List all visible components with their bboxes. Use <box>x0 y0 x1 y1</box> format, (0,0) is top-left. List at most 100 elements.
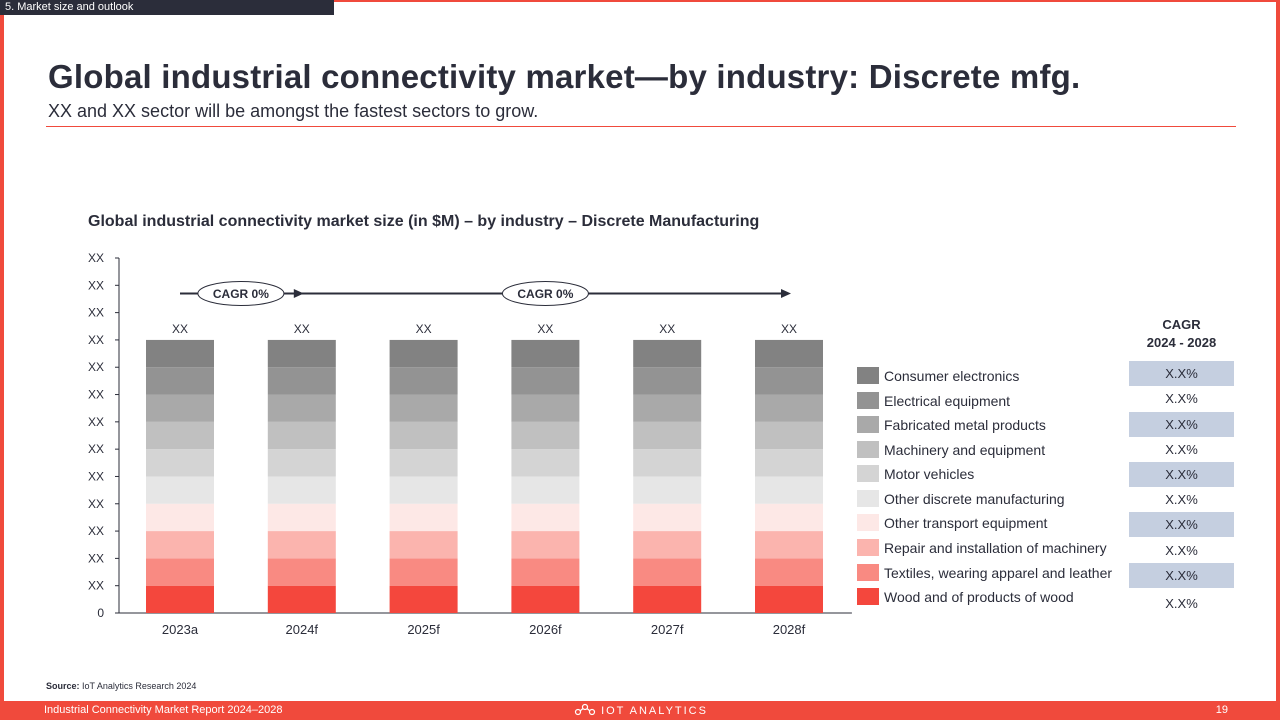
cagr-cell: X.X% <box>1129 563 1234 588</box>
source-label: Source: <box>46 681 80 691</box>
page-title: Global industrial connectivity market—by… <box>48 58 1081 95</box>
bar-segment <box>633 585 702 613</box>
cagr-cell: X.X% <box>1129 512 1234 537</box>
legend-label: Other discrete manufacturing <box>884 491 1065 507</box>
bar-segment <box>755 394 823 422</box>
bar-segment <box>267 421 336 450</box>
y-tick-label: XX <box>88 360 104 374</box>
bar-segment <box>755 476 823 504</box>
bar-segment <box>633 421 702 450</box>
bar-segment <box>389 449 458 477</box>
legend-label: Consumer electronics <box>884 368 1020 384</box>
cagr-cell: X.X% <box>1165 391 1198 406</box>
x-tick-label: 2025f <box>407 622 440 637</box>
y-tick-label: XX <box>88 278 104 292</box>
bar-segment <box>146 449 214 477</box>
cagr-bubble <box>501 281 589 306</box>
cagr-cell: X.X% <box>1165 596 1198 611</box>
cagr-cell: X.X% <box>1165 492 1198 507</box>
cagr-header-line2: 2024 - 2028 <box>1146 335 1217 350</box>
y-tick-label: XX <box>88 415 104 429</box>
bar-segment <box>511 339 580 368</box>
bar-segment <box>633 476 702 504</box>
footer-brand-text: IOT ANALYTICS <box>601 705 708 717</box>
legend-label: Repair and installation of machinery <box>884 540 1107 556</box>
bar-segment <box>389 367 458 395</box>
bar-segment <box>389 476 458 504</box>
bar-segment <box>633 449 702 477</box>
bar-segment <box>267 503 336 532</box>
x-tick-label: 2026f <box>529 622 562 637</box>
bar-segment <box>633 558 702 586</box>
bar-segment <box>267 531 336 559</box>
legend-swatch <box>857 465 879 482</box>
cagr-cell: X.X% <box>1129 361 1234 386</box>
bar-segment <box>633 339 702 368</box>
x-tick-label: 2023a <box>162 622 199 637</box>
bar-segment <box>146 558 214 586</box>
frame-top-border <box>0 0 1280 2</box>
bar-segment <box>146 367 214 395</box>
bar-segment <box>267 339 336 368</box>
bar-total-label: XX <box>781 322 797 336</box>
bar-segment <box>511 367 580 395</box>
bar-segment <box>511 531 580 559</box>
cagr-table-header: CAGR 2024 - 2028 <box>1129 316 1234 352</box>
bar-segment <box>755 558 823 586</box>
bar-total-label: XX <box>416 322 432 336</box>
bar-segment <box>755 503 823 532</box>
bar-segment <box>633 503 702 532</box>
cagr-bubble-label: CAGR 0% <box>517 287 573 301</box>
legend-label: Fabricated metal products <box>884 417 1046 433</box>
y-tick-label: XX <box>88 579 104 593</box>
legend-swatch <box>857 539 879 556</box>
page-subtitle: XX and XX sector will be amongst the fas… <box>48 101 539 121</box>
bar-segment <box>755 367 823 395</box>
bar-segment <box>389 503 458 532</box>
source-note: Source: IoT Analytics Research 2024 <box>46 681 196 691</box>
y-tick-label: XX <box>88 306 104 320</box>
x-tick-label: 2024f <box>286 622 319 637</box>
legend-swatch <box>857 588 879 605</box>
bar-segment <box>267 449 336 477</box>
bar-segment <box>755 421 823 450</box>
y-tick-label: XX <box>88 442 104 456</box>
bar-segment <box>511 394 580 422</box>
x-tick-label: 2028f <box>773 622 806 637</box>
cagr-cell: X.X% <box>1165 442 1198 457</box>
y-tick-label: XX <box>88 469 104 483</box>
legend-label: Wood and of products of wood <box>884 589 1074 605</box>
title-divider <box>46 126 1236 127</box>
cagr-arrow-head <box>293 289 304 298</box>
footer-brand: IOT ANALYTICS <box>574 703 708 717</box>
bar-segment <box>267 585 336 613</box>
bar-segment <box>267 367 336 395</box>
bar-segment <box>146 394 214 422</box>
bar-segment <box>755 531 823 559</box>
bar-segment <box>389 394 458 422</box>
legend-label: Electrical equipment <box>884 393 1011 409</box>
bar-segment <box>146 585 214 613</box>
legend-label: Textiles, wearing apparel and leather <box>884 565 1113 581</box>
y-tick-label: XX <box>88 251 104 265</box>
cagr-header-line1: CAGR <box>1162 317 1201 332</box>
bar-total-label: XX <box>172 322 188 336</box>
bar-segment <box>755 339 823 368</box>
bar-segment <box>755 585 823 613</box>
bar-segment <box>633 394 702 422</box>
bar-segment <box>146 503 214 532</box>
legend-label: Machinery and equipment <box>884 442 1046 458</box>
bar-segment <box>633 367 702 395</box>
brand-logo-icon <box>574 703 596 716</box>
bar-segment <box>389 558 458 586</box>
bar-segment <box>267 394 336 422</box>
bar-segment <box>146 476 214 504</box>
bar-segment <box>511 585 580 613</box>
bar-segment <box>389 421 458 450</box>
bar-segment <box>389 339 458 368</box>
bar-segment <box>511 421 580 450</box>
footer-report-title: Industrial Connectivity Market Report 20… <box>44 704 283 716</box>
cagr-cell: X.X% <box>1129 412 1234 437</box>
bar-segment <box>146 421 214 450</box>
